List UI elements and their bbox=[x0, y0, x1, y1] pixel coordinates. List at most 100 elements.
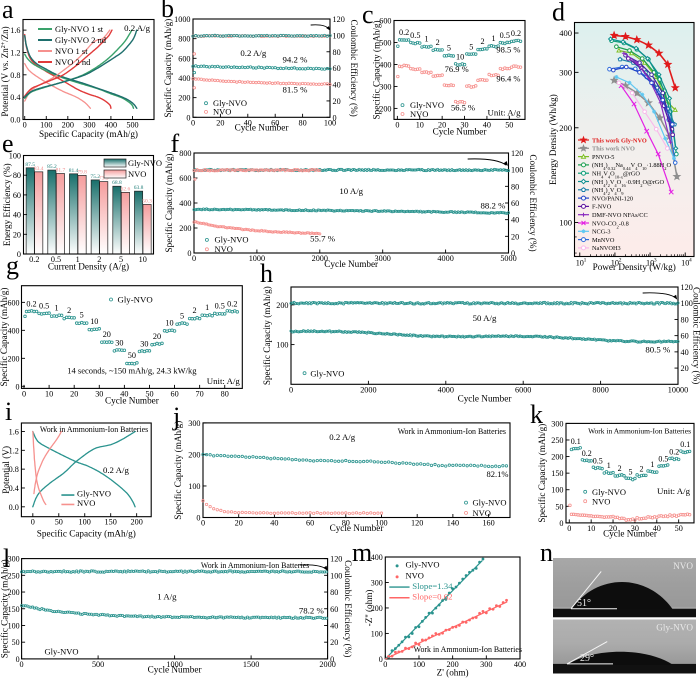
svg-text:0.2: 0.2 bbox=[582, 449, 592, 458]
svg-text:20: 20 bbox=[13, 230, 21, 239]
svg-text:140: 140 bbox=[447, 519, 459, 528]
svg-text:40: 40 bbox=[13, 211, 21, 220]
svg-text:200: 200 bbox=[8, 354, 20, 363]
svg-text:Specific Capacity (mAh/g): Specific Capacity (mAh/g) bbox=[262, 286, 272, 385]
svg-text:160: 160 bbox=[482, 519, 494, 528]
svg-text:400: 400 bbox=[105, 121, 117, 130]
svg-text:0: 0 bbox=[17, 250, 21, 259]
svg-text:0.2: 0.2 bbox=[669, 448, 679, 457]
svg-text:Cycle Number: Cycle Number bbox=[148, 665, 202, 675]
svg-text:Gly-NVO 2 nd: Gly-NVO 2 nd bbox=[55, 35, 107, 45]
svg-text:0.2: 0.2 bbox=[227, 299, 237, 308]
svg-text:80: 80 bbox=[333, 48, 341, 57]
svg-text:0.2 A/g: 0.2 A/g bbox=[103, 465, 130, 475]
svg-text:6000: 6000 bbox=[515, 385, 531, 394]
svg-text:2000: 2000 bbox=[312, 254, 328, 263]
svg-text:0.2: 0.2 bbox=[399, 28, 409, 37]
svg-text:Potential (V): Potential (V) bbox=[1, 446, 11, 494]
svg-text:70: 70 bbox=[196, 389, 204, 398]
svg-text:2: 2 bbox=[640, 464, 644, 473]
svg-text:400: 400 bbox=[178, 74, 190, 83]
svg-text:50: 50 bbox=[145, 389, 153, 398]
svg-text:PNVO-5: PNVO-5 bbox=[592, 154, 614, 161]
svg-text:d: d bbox=[552, 0, 565, 27]
svg-text:100: 100 bbox=[79, 518, 91, 527]
svg-text:8000: 8000 bbox=[592, 385, 608, 394]
svg-text:Work in Ammonium-Ion Batteries: Work in Ammonium-Ion Batteries bbox=[40, 425, 148, 434]
svg-text:MnNVO: MnNVO bbox=[592, 237, 615, 244]
svg-text:Specific Capacity (mAh/g): Specific Capacity (mAh/g) bbox=[173, 421, 183, 520]
svg-text:120: 120 bbox=[411, 519, 423, 528]
svg-text:0.5: 0.5 bbox=[51, 255, 61, 264]
svg-text:200: 200 bbox=[8, 588, 20, 597]
svg-text:100: 100 bbox=[511, 166, 523, 175]
svg-text:Gly-NVO: Gly-NVO bbox=[45, 647, 79, 657]
svg-text:1000: 1000 bbox=[166, 660, 182, 669]
svg-text:0.5: 0.5 bbox=[410, 31, 420, 40]
svg-text:1500: 1500 bbox=[243, 660, 259, 669]
svg-text:0.5: 0.5 bbox=[593, 457, 603, 466]
svg-text:200: 200 bbox=[551, 453, 563, 462]
svg-text:Cycle Number: Cycle Number bbox=[235, 123, 289, 133]
svg-text:150: 150 bbox=[105, 518, 117, 527]
svg-text:Current Density (A/g): Current Density (A/g) bbox=[48, 262, 129, 272]
svg-text:2: 2 bbox=[97, 255, 101, 264]
svg-text:1.6: 1.6 bbox=[9, 428, 19, 437]
svg-text:200: 200 bbox=[276, 301, 288, 310]
svg-text:400: 400 bbox=[179, 199, 191, 208]
svg-text:400: 400 bbox=[559, 28, 572, 38]
svg-text:Work in Ammonium-Ion Batteries: Work in Ammonium-Ion Batteries bbox=[588, 426, 691, 435]
svg-text:50: 50 bbox=[675, 524, 683, 533]
svg-text:75.2: 75.2 bbox=[90, 174, 100, 180]
svg-text:0: 0 bbox=[16, 382, 20, 391]
svg-text:100: 100 bbox=[40, 121, 52, 130]
svg-text:200: 200 bbox=[131, 518, 143, 527]
svg-text:This work NVO: This work NVO bbox=[592, 146, 635, 153]
svg-text:83.4: 83.4 bbox=[34, 166, 44, 172]
svg-text:Slope=1.34: Slope=1.34 bbox=[412, 581, 453, 591]
svg-text:0: 0 bbox=[186, 113, 190, 122]
svg-text:NVO: NVO bbox=[592, 496, 610, 506]
svg-text:80: 80 bbox=[13, 171, 21, 180]
svg-text:NVO: NVO bbox=[77, 498, 95, 508]
svg-text:50: 50 bbox=[505, 120, 513, 129]
svg-text:100: 100 bbox=[188, 482, 200, 491]
svg-text:Cycle Number: Cycle Number bbox=[458, 394, 512, 404]
svg-text:a: a bbox=[2, 0, 14, 24]
svg-text:0: 0 bbox=[20, 660, 24, 669]
svg-text:NVO: NVO bbox=[410, 109, 428, 119]
svg-text:20: 20 bbox=[153, 332, 161, 341]
svg-text:Coulombic Efficiency (%): Coulombic Efficiency (%) bbox=[528, 154, 538, 251]
svg-text:500: 500 bbox=[126, 121, 138, 130]
svg-text:j: j bbox=[172, 402, 180, 431]
svg-text:14 seconds, ~150 mAh/g, 24.3: 14 seconds, ~150 mAh/g, 24.3 kW/kg bbox=[67, 366, 197, 376]
svg-text:300: 300 bbox=[8, 555, 20, 564]
svg-text:2: 2 bbox=[480, 37, 484, 46]
svg-text:2: 2 bbox=[619, 258, 622, 264]
svg-text:10: 10 bbox=[576, 259, 584, 268]
svg-text:200: 200 bbox=[179, 224, 191, 233]
svg-text:94.2 %: 94.2 % bbox=[282, 55, 308, 65]
svg-text:40: 40 bbox=[511, 216, 519, 225]
svg-text:50: 50 bbox=[55, 518, 63, 527]
svg-text:Unit: A/g: Unit: A/g bbox=[488, 107, 522, 117]
svg-text:250: 250 bbox=[551, 436, 563, 445]
svg-text:0: 0 bbox=[192, 254, 196, 263]
svg-text:1: 1 bbox=[424, 34, 428, 43]
svg-text:NVO/PANI-120: NVO/PANI-120 bbox=[592, 195, 633, 202]
svg-text:h: h bbox=[260, 259, 273, 288]
svg-text:0.0: 0.0 bbox=[9, 503, 19, 512]
svg-text:80: 80 bbox=[299, 118, 307, 127]
svg-text:78.2 %: 78.2 % bbox=[299, 606, 325, 616]
svg-text:(NH4)2V4O16·0.9H2O@rGO: (NH4)2V4O16·0.9H2O@rGO bbox=[592, 179, 664, 188]
svg-text:Unit: A/g: Unit: A/g bbox=[207, 376, 241, 386]
svg-text:f: f bbox=[171, 129, 180, 158]
svg-text:0: 0 bbox=[23, 121, 27, 130]
svg-text:10: 10 bbox=[45, 389, 53, 398]
svg-text:NVO-CO2-0.8: NVO-CO2-0.8 bbox=[592, 220, 629, 229]
svg-text:5: 5 bbox=[180, 312, 184, 321]
svg-text:120: 120 bbox=[511, 149, 523, 158]
svg-text:20: 20 bbox=[216, 118, 224, 127]
svg-text:20: 20 bbox=[333, 97, 341, 106]
svg-text:1: 1 bbox=[607, 461, 611, 470]
